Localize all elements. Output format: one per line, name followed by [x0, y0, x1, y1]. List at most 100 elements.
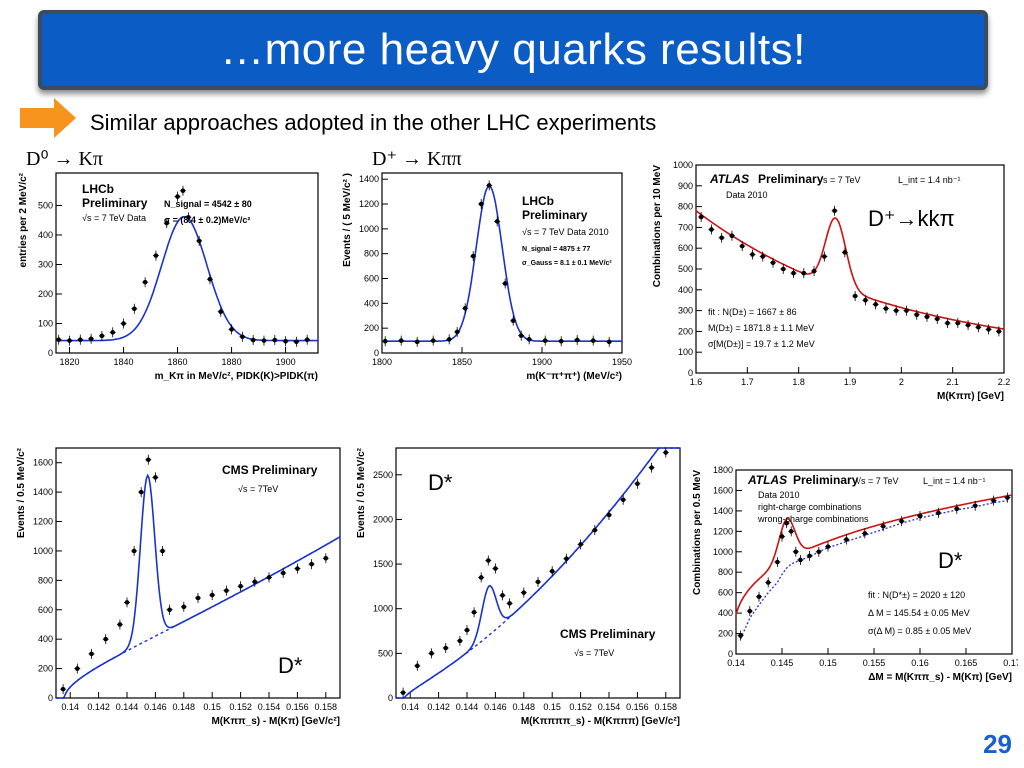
- data-point: [526, 337, 532, 342]
- x-tick-label: 1860: [168, 357, 188, 367]
- data-point: [494, 219, 500, 224]
- plot-label: √s = 7 TeV: [856, 476, 899, 486]
- x-tick-label: 0.165: [955, 658, 978, 668]
- page-number: 29: [983, 729, 1012, 759]
- data-point: [558, 338, 564, 344]
- x-tick-label: 1.6: [690, 377, 703, 387]
- x-tick-label: 1840: [114, 357, 134, 367]
- y-tick-label: 600: [718, 588, 733, 598]
- data-point: [195, 595, 201, 601]
- y-tick-label: 600: [364, 274, 379, 284]
- y-tick-label: 400: [718, 608, 733, 618]
- y-tick-label: 1000: [373, 604, 393, 614]
- x-tick-label: 0.14: [727, 658, 745, 668]
- y-tick-label: 900: [678, 181, 693, 191]
- data-point: [294, 339, 299, 345]
- data-point: [590, 338, 596, 343]
- fit-stat: fit : N(D±) = 1667 ± 86: [708, 307, 797, 317]
- data-point: [780, 266, 786, 272]
- y-tick-label: 400: [38, 230, 53, 240]
- data-point: [478, 201, 484, 207]
- plot-label: Preliminary: [522, 208, 588, 222]
- fit-stat: N_signal = 4875 ± 77: [522, 246, 590, 253]
- x-tick-label: 1900: [276, 357, 296, 367]
- data-point: [240, 334, 245, 340]
- data-point: [110, 330, 116, 335]
- data-point: [304, 337, 310, 343]
- y-tick-label: 400: [364, 298, 379, 308]
- y-tick-label: 0: [728, 649, 733, 659]
- data-point: [60, 686, 66, 692]
- data-point: [914, 312, 920, 318]
- fit-curve: [735, 494, 1013, 615]
- fit-stat: fit : N(D*±) = 2020 ± 120: [868, 590, 965, 600]
- x-tick-label: 0.17: [1003, 658, 1018, 668]
- data-point: [592, 527, 598, 533]
- decay-label: D⁰ → Kπ: [26, 148, 103, 170]
- x-tick-label: 1950: [612, 357, 632, 367]
- data-point: [224, 588, 229, 593]
- data-point: [229, 327, 234, 332]
- y-tick-label: 800: [718, 567, 733, 577]
- annotation-dstar-cms-left: D*: [278, 653, 303, 678]
- y-axis-label: Events / 0.5 MeV/c²: [16, 447, 27, 538]
- data-point: [807, 553, 812, 559]
- x-tick-label: 0.154: [598, 702, 621, 712]
- plot-label: Preliminary: [82, 196, 148, 210]
- data-point: [863, 297, 868, 303]
- y-tick-label: 300: [678, 306, 693, 316]
- y-axis-label: Combinations per 0.5 MeV: [692, 470, 703, 595]
- x-tick-label: 1900: [532, 357, 552, 367]
- x-tick-label: 0.15: [543, 702, 561, 712]
- x-tick-label: 0.144: [456, 702, 479, 712]
- data-point: [793, 549, 799, 555]
- data-point: [649, 465, 654, 470]
- data-point: [454, 329, 460, 335]
- data-point: [266, 575, 272, 580]
- y-tick-label: 100: [38, 318, 53, 328]
- data-point: [698, 214, 704, 220]
- y-tick-label: 400: [678, 285, 693, 295]
- data-point: [464, 627, 470, 633]
- data-point: [121, 321, 126, 326]
- y-tick-label: 1400: [33, 487, 53, 497]
- data-point: [635, 481, 640, 487]
- x-tick-label: 0.152: [229, 702, 252, 712]
- x-tick-label: 1850: [452, 357, 472, 367]
- y-tick-label: 1500: [373, 559, 393, 569]
- data-point: [446, 337, 452, 342]
- y-tick-label: 2500: [373, 470, 393, 480]
- y-tick-label: 600: [38, 605, 53, 615]
- data-point: [167, 607, 172, 613]
- data-point: [486, 183, 492, 188]
- y-tick-label: 0: [374, 348, 379, 358]
- data-point: [775, 559, 780, 565]
- data-point: [1005, 495, 1010, 500]
- y-tick-label: 500: [378, 648, 393, 658]
- data-point: [955, 320, 961, 326]
- data-point: [825, 544, 831, 549]
- data-point: [620, 497, 626, 503]
- fit-stat: M(D±) = 1871.8 ± 1.1 MeV: [708, 323, 814, 333]
- y-tick-label: 200: [38, 289, 53, 299]
- data-point: [132, 306, 137, 312]
- data-point: [924, 314, 930, 320]
- data-point: [917, 513, 923, 519]
- data-point: [56, 337, 62, 343]
- x-tick-label: 1820: [59, 357, 79, 367]
- x-tick-label: 0.158: [315, 702, 338, 712]
- data-point: [486, 558, 491, 563]
- data-point: [729, 233, 735, 239]
- data-point: [934, 316, 940, 322]
- y-tick-label: 1400: [359, 174, 379, 184]
- data-point: [936, 510, 941, 516]
- x-tick-label: 0.144: [116, 702, 139, 712]
- x-tick-label: 1.9: [844, 377, 857, 387]
- plot-label: ATLAS: [747, 473, 787, 487]
- data-point: [209, 592, 215, 598]
- fit-curve: [382, 185, 622, 342]
- x-tick-label: 1.7: [741, 377, 754, 387]
- chart-atlas-dstar: 0.14 0.145 0.15 0.155 0.16 0.165 0.17 0 200 400 60…: [688, 464, 1018, 686]
- plot-label: right-charge combinations: [758, 502, 862, 512]
- data-point: [986, 327, 991, 332]
